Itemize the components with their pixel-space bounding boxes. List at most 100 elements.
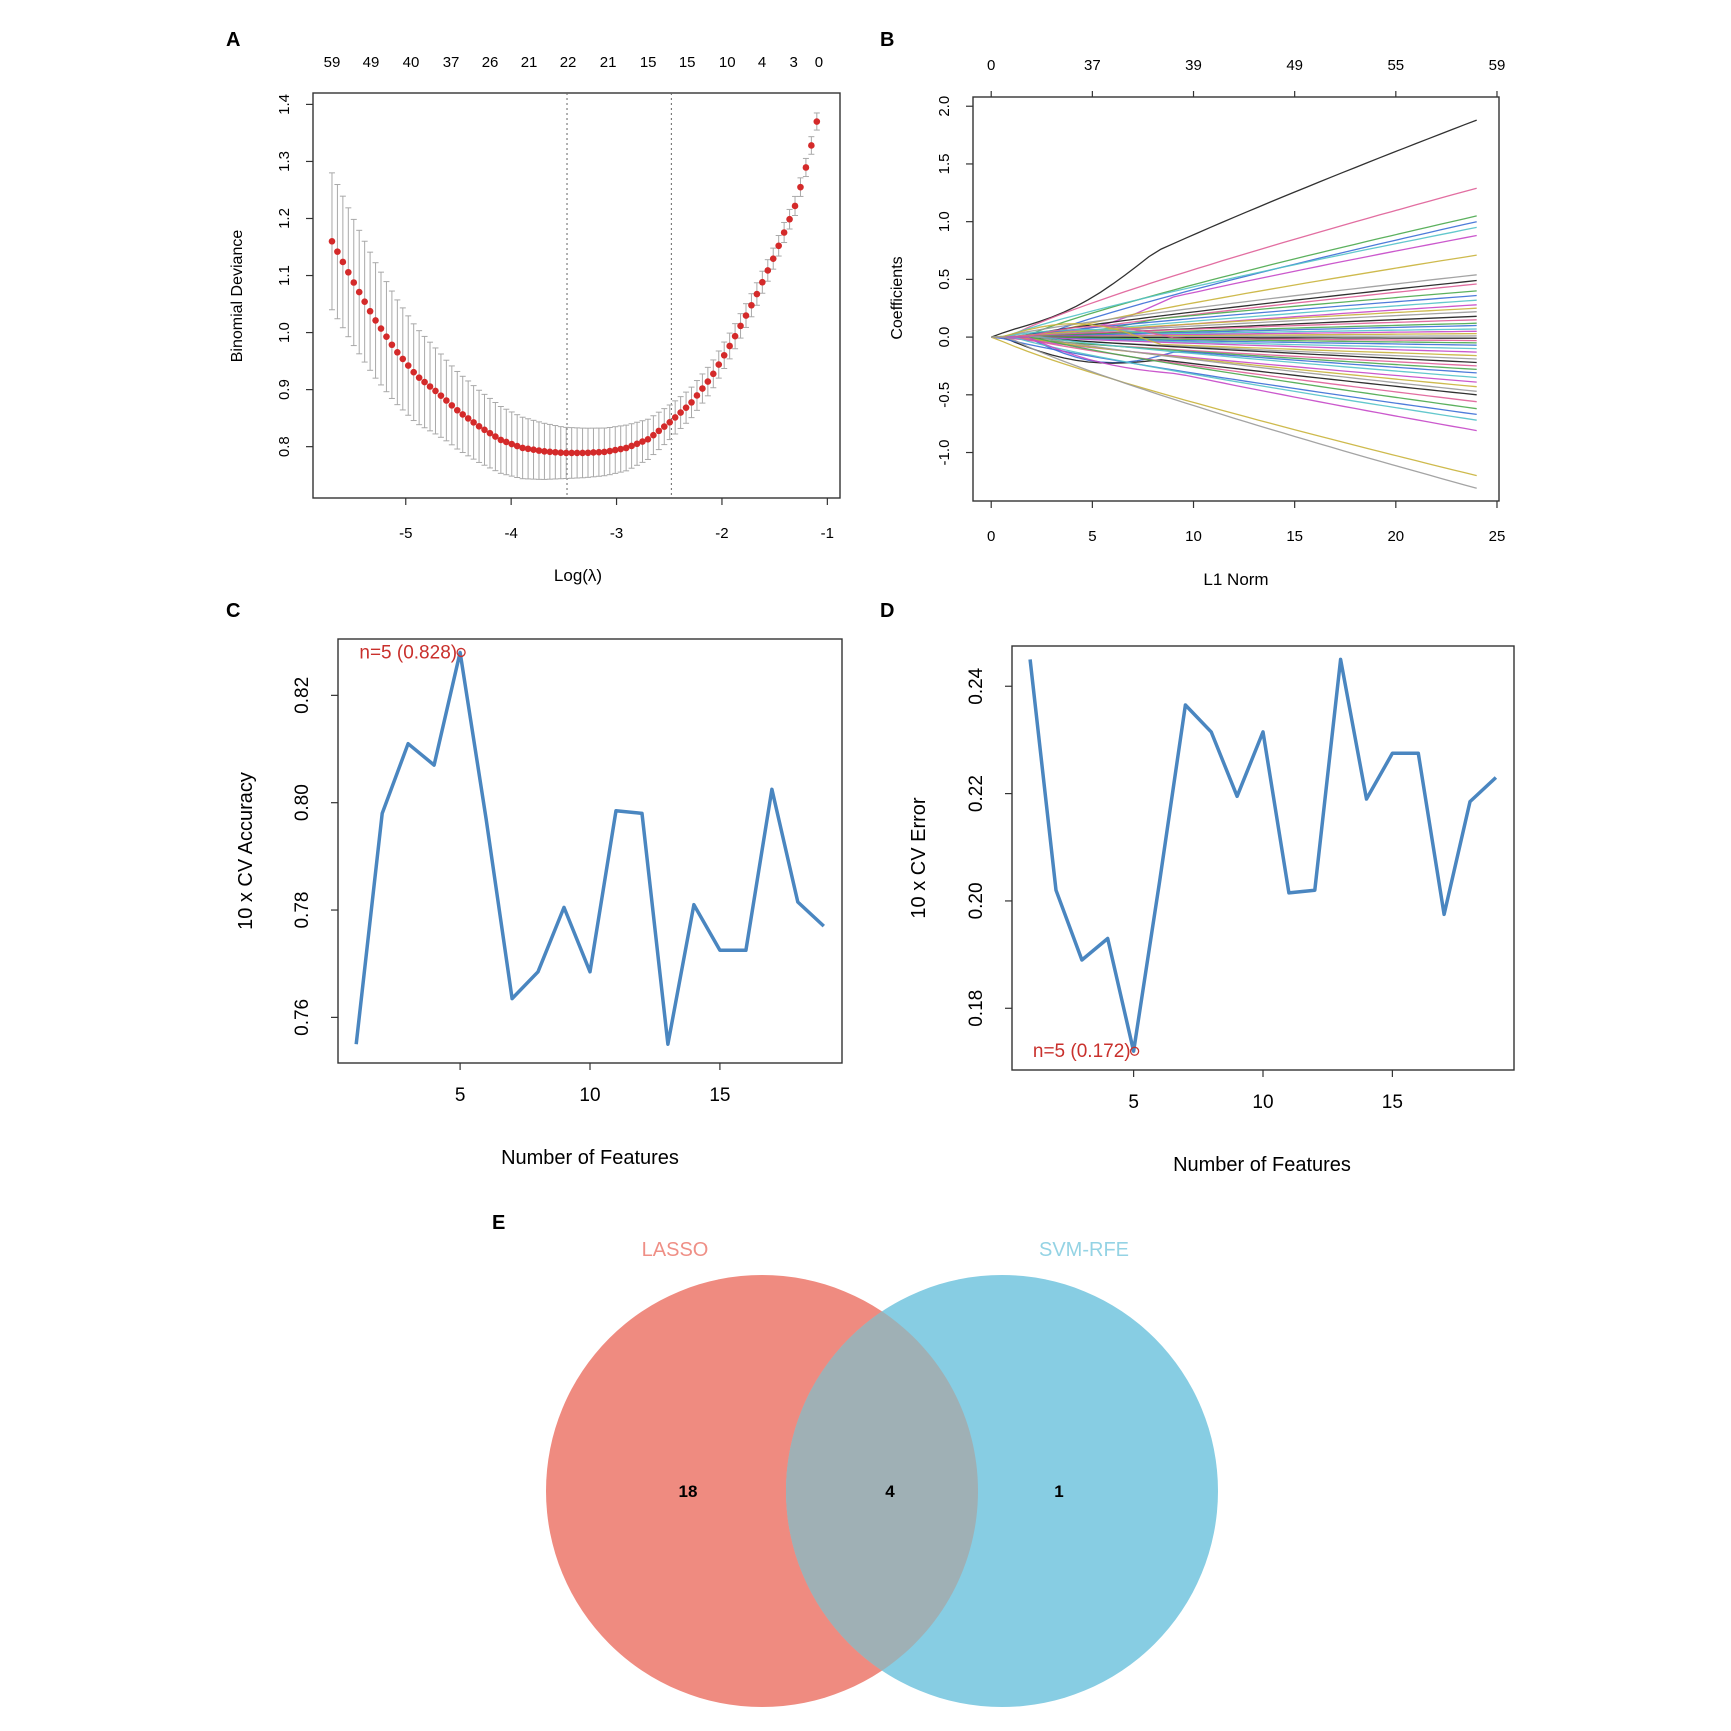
deviance-point: [671, 414, 679, 421]
deviance-point: [633, 440, 641, 448]
panel-a: A -5 -4 -3 -2 -1 0.8 0.9 1.0 1.1 1.2 1.3 1.4 59 49 4…: [226, 29, 841, 585]
deviance-point: [786, 215, 793, 223]
x-tick-label: 15: [709, 1085, 730, 1106]
overlap-region: [785, 1311, 979, 1671]
y-axis-ticks: 0.8 0.9 1.0 1.1 1.2 1.3 1.4: [276, 94, 313, 457]
y-tick-label: 0.9: [276, 379, 293, 400]
deviance-point: [372, 317, 379, 324]
x-tick-label: -5: [399, 525, 412, 542]
deviance-point: [339, 258, 347, 266]
deviance-point: [492, 433, 499, 440]
top-axis-label: 37: [1084, 57, 1101, 74]
x-axis-ticks: -5 -4 -3 -2 -1: [399, 498, 834, 542]
deviance-point: [437, 392, 445, 399]
deviance-point: [666, 418, 674, 426]
y-tick-label: -0.5: [936, 382, 953, 408]
y-tick-label: 0.5: [936, 269, 953, 290]
y-tick-label: 0.20: [966, 882, 987, 919]
deviance-point: [530, 446, 537, 454]
top-axis-label: 55: [1387, 57, 1404, 74]
deviance-point: [677, 409, 684, 416]
deviance-point: [759, 278, 766, 286]
y-axis-label-d: 10 x CV Error: [908, 797, 930, 918]
top-axis-labels: 0 37 39 49 55 59: [987, 57, 1505, 97]
x-tick-label: 5: [1128, 1092, 1139, 1113]
coefficient-path: [991, 336, 1477, 396]
best-point-marker: [1129, 1046, 1140, 1056]
coefficient-path: [991, 323, 1477, 357]
deviance-point: [775, 242, 782, 250]
deviance-point: [410, 368, 417, 376]
y-axis-label-b: Coefficients: [889, 256, 906, 339]
x-tick-label: 10: [1185, 528, 1202, 545]
deviance-point: [742, 312, 750, 319]
deviance-point: [366, 307, 374, 315]
deviance-point: [617, 445, 624, 453]
deviance-point: [720, 351, 728, 359]
deviance-point: [764, 267, 772, 274]
coefficient-path: [991, 226, 1477, 338]
deviance-point: [486, 429, 494, 437]
deviance-point: [595, 448, 603, 456]
deviance-point: [464, 415, 472, 422]
y-tick-label: 1.3: [276, 151, 293, 172]
x-tick-label: -4: [504, 525, 517, 542]
coefficient-path: [991, 336, 1477, 353]
top-axis-label: 3: [789, 54, 797, 71]
deviance-point: [791, 202, 799, 210]
top-axis-label: 22: [560, 54, 577, 71]
x-tick-label: 0: [987, 528, 995, 545]
y-tick-label: 1.1: [276, 265, 293, 286]
deviance-point: [519, 444, 526, 452]
deviance-point: [415, 374, 423, 381]
top-axis-label: 10: [719, 54, 736, 71]
x-tick-label: 10: [1252, 1092, 1273, 1113]
deviance-point: [644, 436, 652, 443]
coefficient-path: [991, 319, 1477, 338]
coefficient-path: [991, 336, 1477, 432]
y-tick-label: 0.24: [966, 667, 987, 704]
y-tick-label: 0.80: [292, 784, 313, 821]
top-axis-label: 4: [758, 54, 766, 71]
plot-frame-c: [337, 638, 843, 1064]
top-axis-label: 40: [403, 54, 420, 71]
coefficient-path: [991, 336, 1477, 416]
x-axis-ticks: 5 10 15: [455, 1063, 730, 1106]
deviance-point: [655, 427, 663, 435]
deviance-point: [606, 447, 614, 455]
deviance-point: [470, 419, 477, 426]
y-axis-label-a: Binomial Deviance: [229, 230, 246, 363]
panel-d: D n=5 (0.172) 5 10 15 0.18 0.20 0.22 0.24 Num…: [880, 600, 1515, 1176]
best-point-annotation: n=5 (0.828): [359, 642, 457, 663]
deviance-point: [404, 362, 412, 369]
deviance-point: [388, 341, 396, 349]
deviance-point: [748, 301, 755, 309]
x-axis-label-c: Number of Features: [501, 1147, 679, 1169]
deviance-point: [481, 426, 488, 434]
deviance-point: [650, 431, 657, 439]
coefficient-path: [990, 336, 1477, 477]
best-point-annotation: n=5 (0.172): [1033, 1041, 1131, 1062]
deviance-point: [562, 449, 570, 457]
deviance-point: [579, 449, 586, 457]
deviance-point: [808, 142, 815, 149]
deviance-point: [584, 449, 592, 457]
y-tick-label: -1.0: [936, 440, 953, 466]
deviance-point: [421, 378, 428, 386]
deviance-point: [432, 387, 439, 395]
deviance-point: [448, 402, 456, 409]
y-axis-ticks: 0.18 0.20 0.22 0.24: [966, 667, 1012, 1027]
x-tick-label: 5: [455, 1085, 466, 1106]
svm-rfe-set-label: SVM-RFE: [1039, 1239, 1129, 1261]
deviance-point: [731, 332, 739, 340]
deviance-point: [568, 449, 575, 457]
x-tick-label: 25: [1489, 528, 1506, 545]
deviance-point: [622, 444, 630, 452]
deviance-point: [682, 404, 690, 411]
top-axis-label: 49: [1286, 57, 1303, 74]
panel-e: E LASSO SVM-RFE 18 4 1: [492, 1212, 1218, 1707]
y-tick-label: 1.4: [276, 94, 293, 115]
deviance-point: [780, 229, 788, 236]
deviance-point: [426, 383, 434, 390]
deviance-point: [459, 411, 467, 418]
